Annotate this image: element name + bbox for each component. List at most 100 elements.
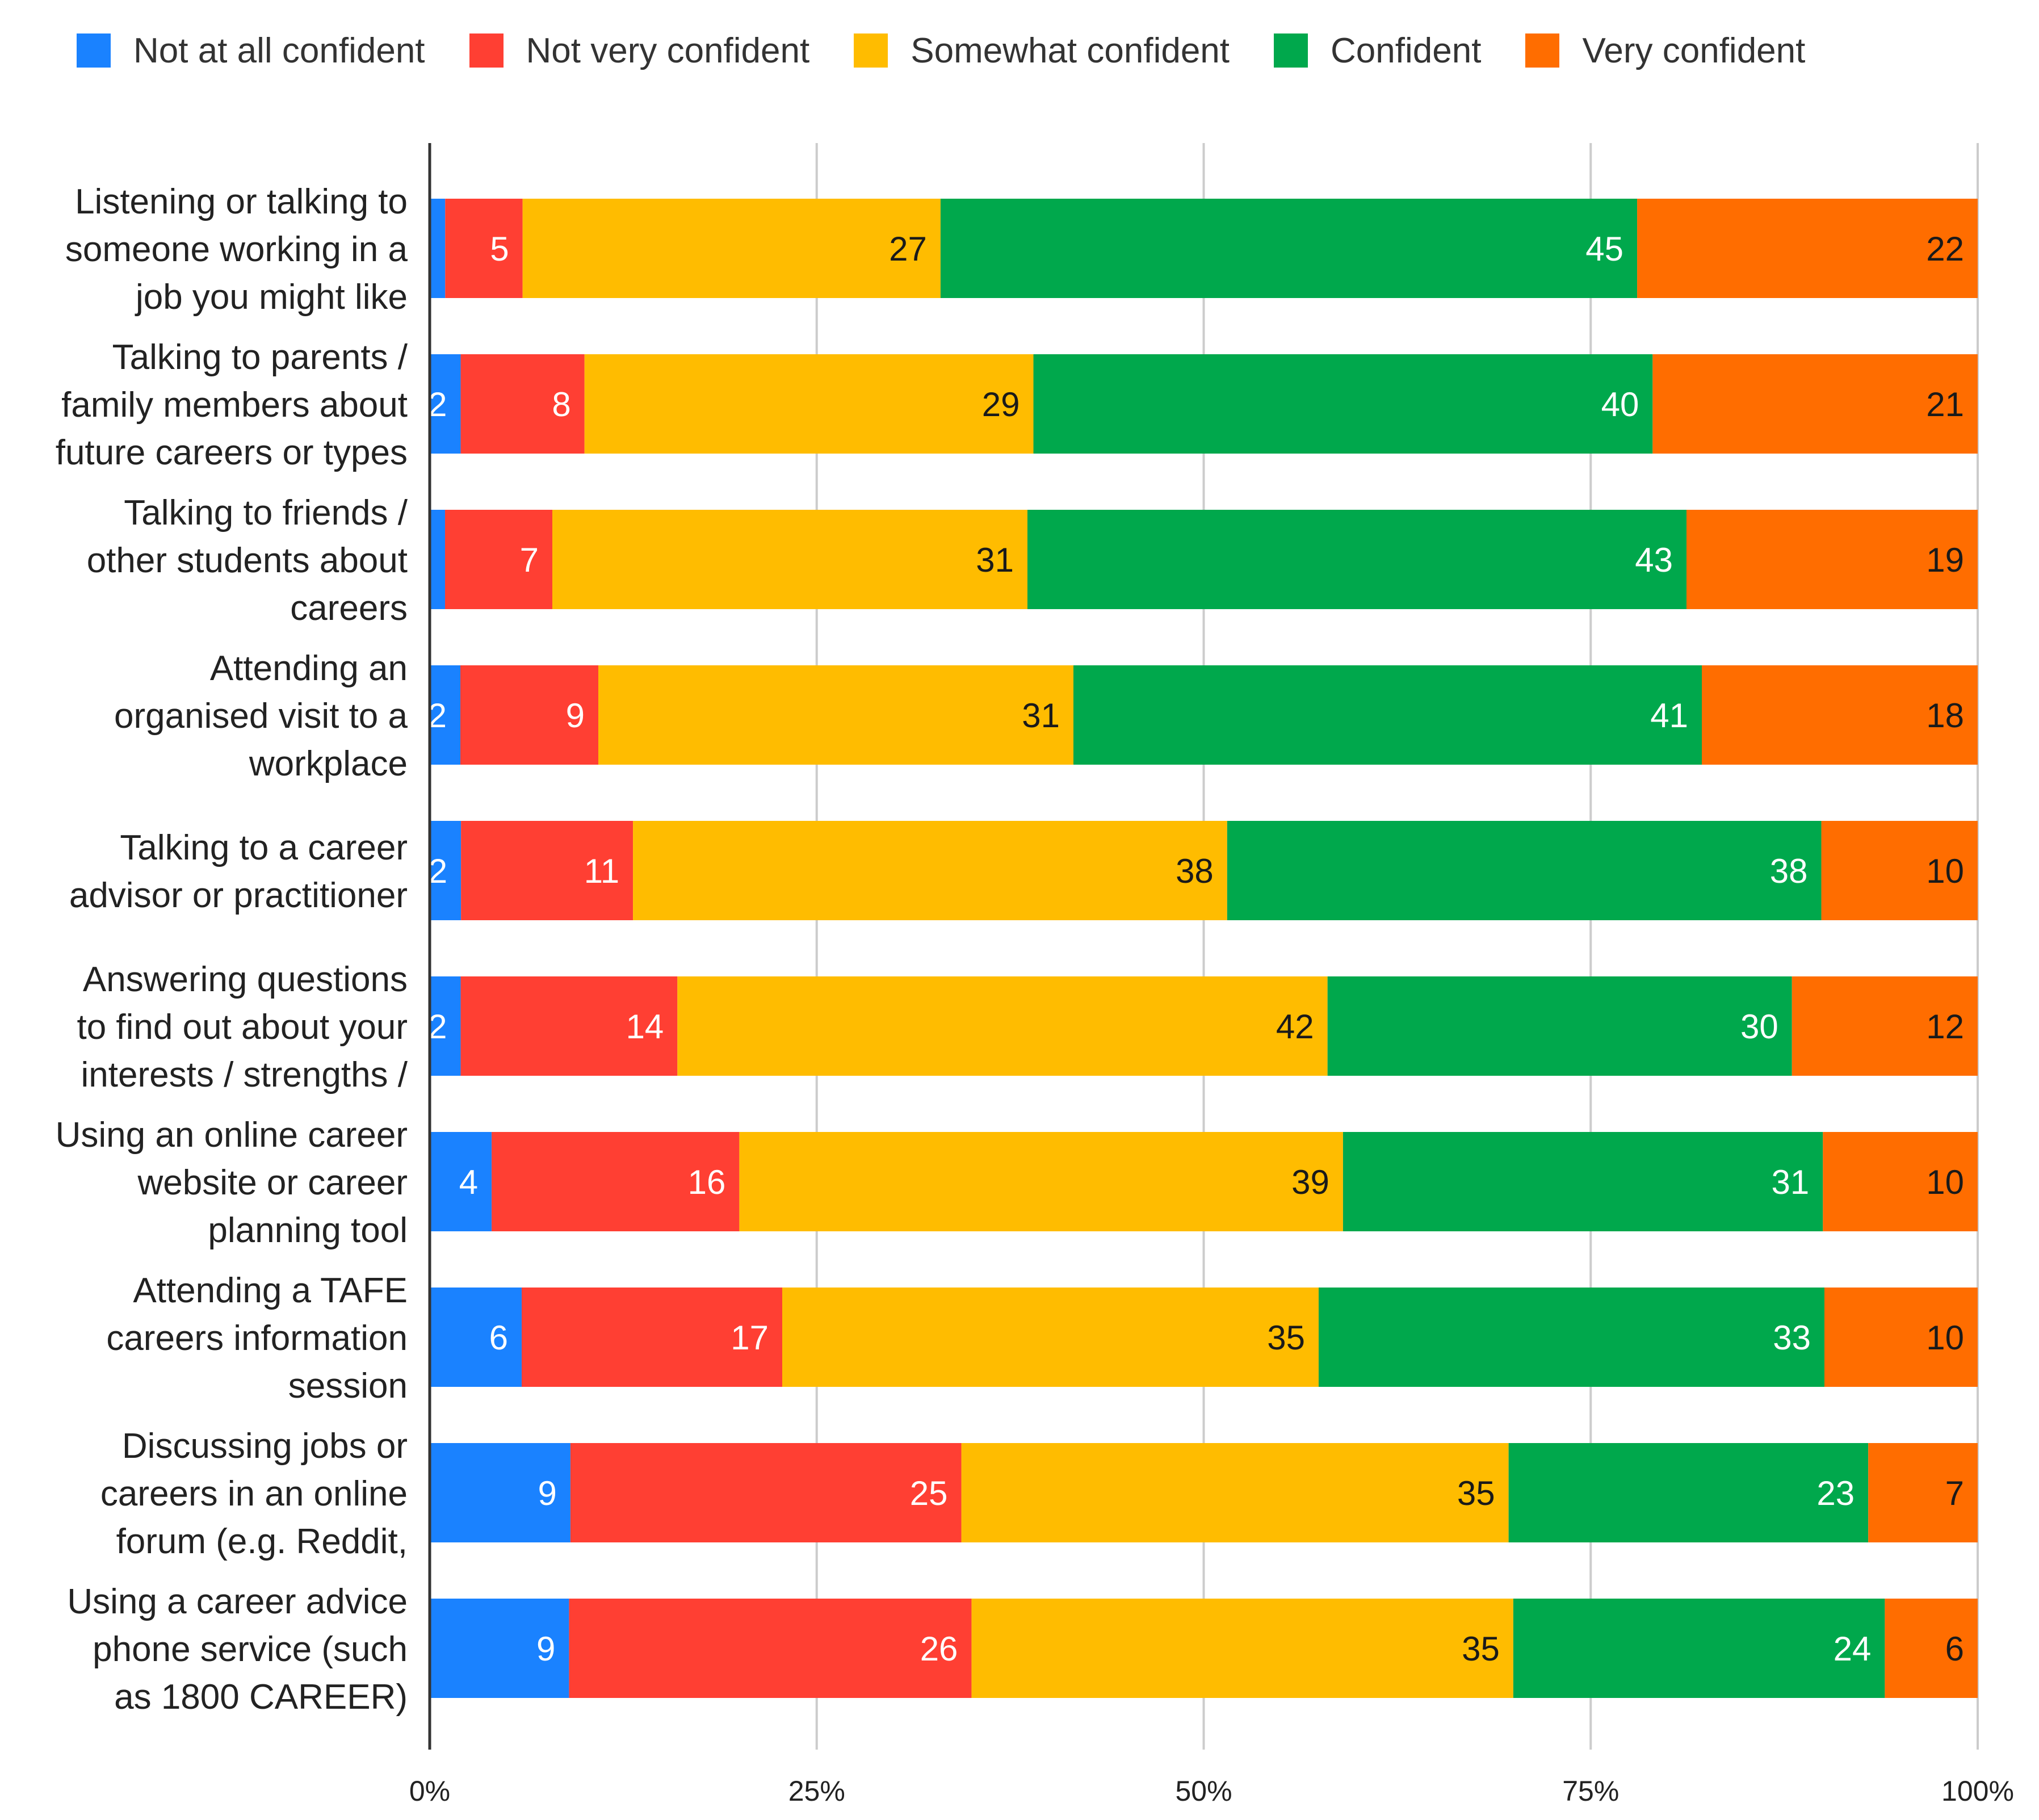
bar-segment: [522, 1288, 782, 1387]
bar-segment: [430, 354, 461, 454]
bar-segment: [430, 976, 461, 1076]
x-tick-label: 50%: [1175, 1775, 1232, 1807]
legend-swatch: [854, 33, 888, 68]
data-label: 6: [489, 1319, 508, 1357]
category-label-line: job you might like: [135, 278, 408, 317]
category-label-line: careers: [290, 589, 408, 628]
bar-segment: [460, 976, 678, 1076]
data-label: 21: [1926, 385, 1964, 423]
bar-segment: [633, 821, 1227, 920]
legend-label: Not at all confident: [133, 31, 425, 70]
data-label: 16: [688, 1163, 726, 1201]
category-label-line: interests / strengths /: [81, 1055, 408, 1094]
data-label: 2: [428, 385, 447, 423]
legend: Not at all confident Not very confident So…: [77, 25, 1849, 76]
bar-segment: [430, 821, 461, 920]
x-tick-label: 75%: [1562, 1775, 1619, 1807]
bar-segment: [492, 1132, 740, 1231]
bar-segment: [445, 510, 552, 609]
data-label: 19: [1926, 541, 1964, 579]
x-tick-label: 25%: [788, 1775, 845, 1807]
bar-segment: [961, 1443, 1509, 1542]
bar-segment: [1508, 1443, 1869, 1542]
legend-label: Very confident: [1582, 31, 1806, 70]
bar-segment: [522, 199, 941, 298]
bar-segment: [940, 199, 1638, 298]
category-label-line: future careers or types: [56, 433, 408, 472]
data-label: 9: [538, 1474, 557, 1512]
bar-segment: [1823, 1132, 1978, 1231]
category-label: Attending a TAFE careers information sessi…: [106, 1271, 408, 1406]
data-label: 39: [1291, 1163, 1329, 1201]
bar-segment: [1792, 976, 1978, 1076]
category-label-line: other students about: [87, 541, 408, 580]
category-label-line: workplace: [249, 744, 408, 783]
data-label: 27: [889, 230, 927, 268]
data-label: 43: [1635, 541, 1673, 579]
data-label: 38: [1770, 852, 1808, 890]
category-label-line: someone working in a: [65, 230, 408, 269]
category-label-line: planning tool: [208, 1211, 408, 1250]
category-label-line: Talking to parents /: [112, 338, 408, 377]
data-label: 31: [1022, 697, 1060, 735]
data-label: 11: [584, 852, 619, 890]
legend-item: Somewhat confident: [854, 31, 1230, 71]
bar-segment: [1686, 510, 1978, 609]
category-label: Listening or talking to someone working i…: [65, 182, 408, 317]
data-label: 26: [920, 1630, 958, 1668]
data-label: 35: [1457, 1474, 1495, 1512]
bar-segment: [1033, 354, 1653, 454]
data-label: 9: [536, 1630, 555, 1668]
legend-swatch: [77, 33, 111, 68]
bar-segment: [430, 1132, 492, 1231]
category-label-line: to find out about your: [77, 1008, 408, 1047]
data-label: 7: [520, 541, 539, 579]
category-label-line: careers in an online: [100, 1474, 408, 1513]
category-label-line: Talking to a career: [120, 828, 408, 867]
data-label: 30: [1740, 1008, 1778, 1046]
category-label-line: Talking to friends /: [124, 493, 408, 532]
legend-item: Very confident: [1525, 31, 1805, 71]
bar-segment: [430, 510, 445, 609]
data-label: 24: [1834, 1630, 1872, 1668]
bar-segment: [570, 1443, 962, 1542]
category-label: Attending an organised visit to a workplac…: [114, 649, 408, 783]
data-label: 33: [1773, 1319, 1811, 1357]
bar-segment: [1073, 665, 1702, 765]
data-label: 7: [1945, 1474, 1964, 1512]
bar-segment: [1327, 976, 1792, 1076]
category-label-line: Discussing jobs or: [122, 1427, 408, 1466]
data-label: 45: [1585, 230, 1623, 268]
bar-segment: [677, 976, 1328, 1076]
bar-segment: [1513, 1599, 1885, 1698]
bar-segment: [1342, 1132, 1823, 1231]
category-label-line: family members about: [61, 385, 408, 425]
bar-segment: [552, 510, 1027, 609]
category-label: Talking to a career advisor or practition…: [69, 828, 408, 915]
data-label: 9: [566, 697, 585, 735]
data-label: 14: [626, 1008, 664, 1046]
legend-label: Somewhat confident: [911, 31, 1230, 70]
category-label: Using an online career website or career p…: [56, 1116, 408, 1250]
category-label: Using a career advice phone service (such…: [67, 1582, 408, 1717]
bar-segment: [569, 1599, 972, 1698]
data-label: 4: [459, 1163, 478, 1201]
bar-segment: [739, 1132, 1343, 1231]
data-label: 1: [413, 541, 431, 579]
category-label-line: Listening or talking to: [75, 182, 408, 221]
bar-segment: [1868, 1443, 1978, 1542]
legend-swatch: [469, 33, 504, 68]
category-label: Talking to friends / other students about…: [87, 493, 408, 628]
data-label: 25: [910, 1474, 948, 1512]
legend-label: Confident: [1331, 31, 1482, 70]
category-label: Discussing jobs or careers in an online fo…: [100, 1427, 408, 1561]
data-label: 8: [552, 385, 570, 423]
category-label-line: advisor or practitioner: [69, 876, 408, 915]
bar-segment: [430, 1288, 522, 1387]
legend-label: Not very confident: [526, 31, 810, 70]
category-label-line: organised visit to a: [114, 697, 408, 736]
category-label-line: Attending a TAFE: [133, 1271, 408, 1310]
data-label: 35: [1267, 1319, 1305, 1357]
